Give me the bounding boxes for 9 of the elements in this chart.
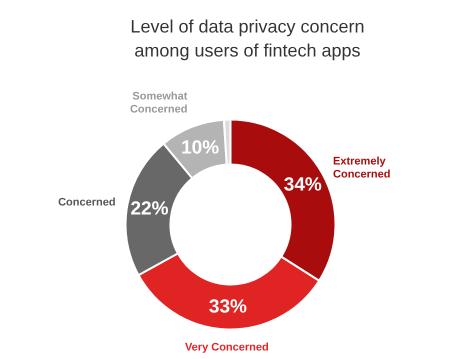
slice-label: Very Concerned bbox=[184, 341, 269, 354]
data-label: 22% bbox=[130, 198, 169, 220]
slice-label: Concerned bbox=[58, 196, 116, 209]
slice-label: Extremely Concerned bbox=[333, 156, 390, 181]
data-label: 34% bbox=[284, 174, 322, 196]
data-label: 10% bbox=[181, 137, 220, 158]
data-label: 33% bbox=[208, 296, 248, 318]
slice-label: Somewhat Concerned bbox=[130, 90, 188, 116]
chart-title: Level of data privacy concern among users of fintech apps bbox=[130, 16, 365, 60]
